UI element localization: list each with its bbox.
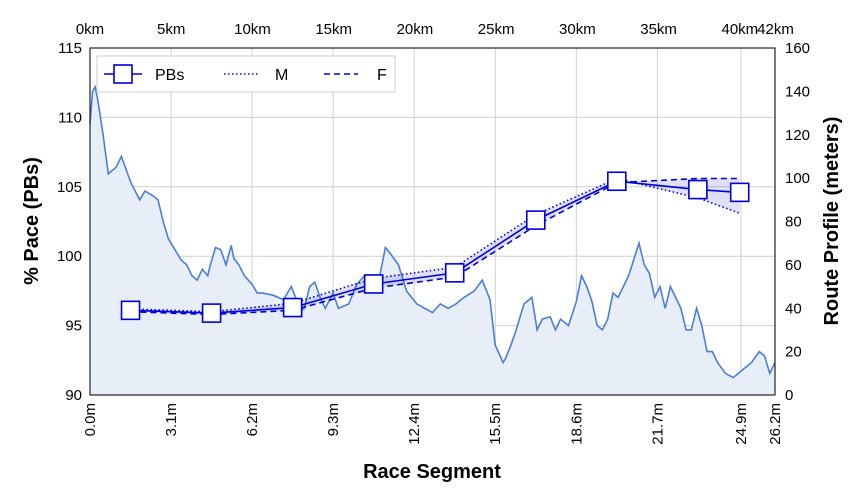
x-tick-label: 18.6m [568, 403, 585, 445]
y2-tick-label: 60 [785, 257, 802, 274]
top-tick-label: 42km [757, 21, 794, 38]
pbs-marker [444, 263, 465, 283]
top-tick-label: 10km [234, 21, 271, 38]
top-tick-label: 5km [157, 21, 185, 38]
y2-tick-label: 140 [785, 83, 810, 100]
top-tick-label: 40km [721, 21, 758, 38]
legend-marker-pbs [113, 64, 133, 84]
y2-tick-label: 0 [785, 387, 793, 404]
y-axis-title: % Pace (PBs) [21, 157, 43, 285]
series-layer [120, 171, 750, 323]
top-tick-label: 25km [478, 21, 515, 38]
x-tick-label: 9.3m [325, 403, 342, 436]
pbs-marker [729, 182, 750, 203]
x-tick-label: 21.7m [649, 403, 666, 445]
pbs-marker [282, 297, 303, 318]
y2-axis-title: Route Profile (meters) [821, 117, 843, 326]
pbs-marker [688, 179, 708, 200]
y-tick-label: 90 [65, 387, 82, 404]
top-tick-label: 0km [76, 21, 104, 38]
top-tick-label: 35km [640, 21, 677, 38]
pbs-marker [120, 300, 141, 321]
y2-tick-label: 160 [785, 40, 810, 57]
x-tick-label: 26.2m [767, 403, 784, 445]
y2-tick-label: 40 [785, 300, 802, 317]
x-tick-label: 15.5m [487, 403, 504, 445]
y-tick-label: 105 [57, 179, 82, 196]
legend-label-m: M [275, 67, 288, 84]
top-tick-label: 15km [315, 21, 352, 38]
pbs-marker [363, 274, 384, 294]
x-tick-label: 24.9m [733, 403, 750, 445]
pbs-marker [201, 303, 222, 323]
x-axis-title: Race Segment [363, 461, 501, 483]
mf-range-band [130, 178, 740, 315]
y-tick-label: 100 [57, 248, 82, 265]
y2-tick-label: 80 [785, 214, 802, 231]
legend-label-pbs: PBs [155, 67, 184, 84]
y2-tick-label: 100 [785, 170, 810, 187]
x-tick-label: 3.1m [163, 403, 180, 436]
plot-frame [89, 47, 776, 396]
route-profile-area [90, 87, 775, 395]
x-tick-label: 0.0m [82, 403, 99, 436]
y-tick-label: 110 [58, 109, 82, 126]
pbs-marker [525, 210, 546, 230]
legend-label-f: F [377, 67, 387, 84]
route-profile-line [89, 84, 776, 379]
y-tick-label: 115 [58, 40, 82, 57]
legend: PBs M F [96, 55, 396, 93]
y2-tick-label: 120 [785, 127, 810, 144]
route-profile [89, 84, 776, 395]
top-tick-label: 30km [559, 21, 596, 38]
top-tick-label: 20km [397, 21, 434, 38]
x-tick-label: 6.2m [244, 403, 261, 436]
x-tick-label: 12.4m [406, 403, 423, 445]
y-tick-label: 95 [65, 318, 82, 335]
pbs-marker [607, 171, 627, 192]
axis-ticks: 0.0m 3.1m 6.2m 9.3m 12.4m 15.5m 18.6m 21.7m 24.9… [57, 21, 810, 445]
y2-tick-label: 20 [785, 344, 802, 361]
